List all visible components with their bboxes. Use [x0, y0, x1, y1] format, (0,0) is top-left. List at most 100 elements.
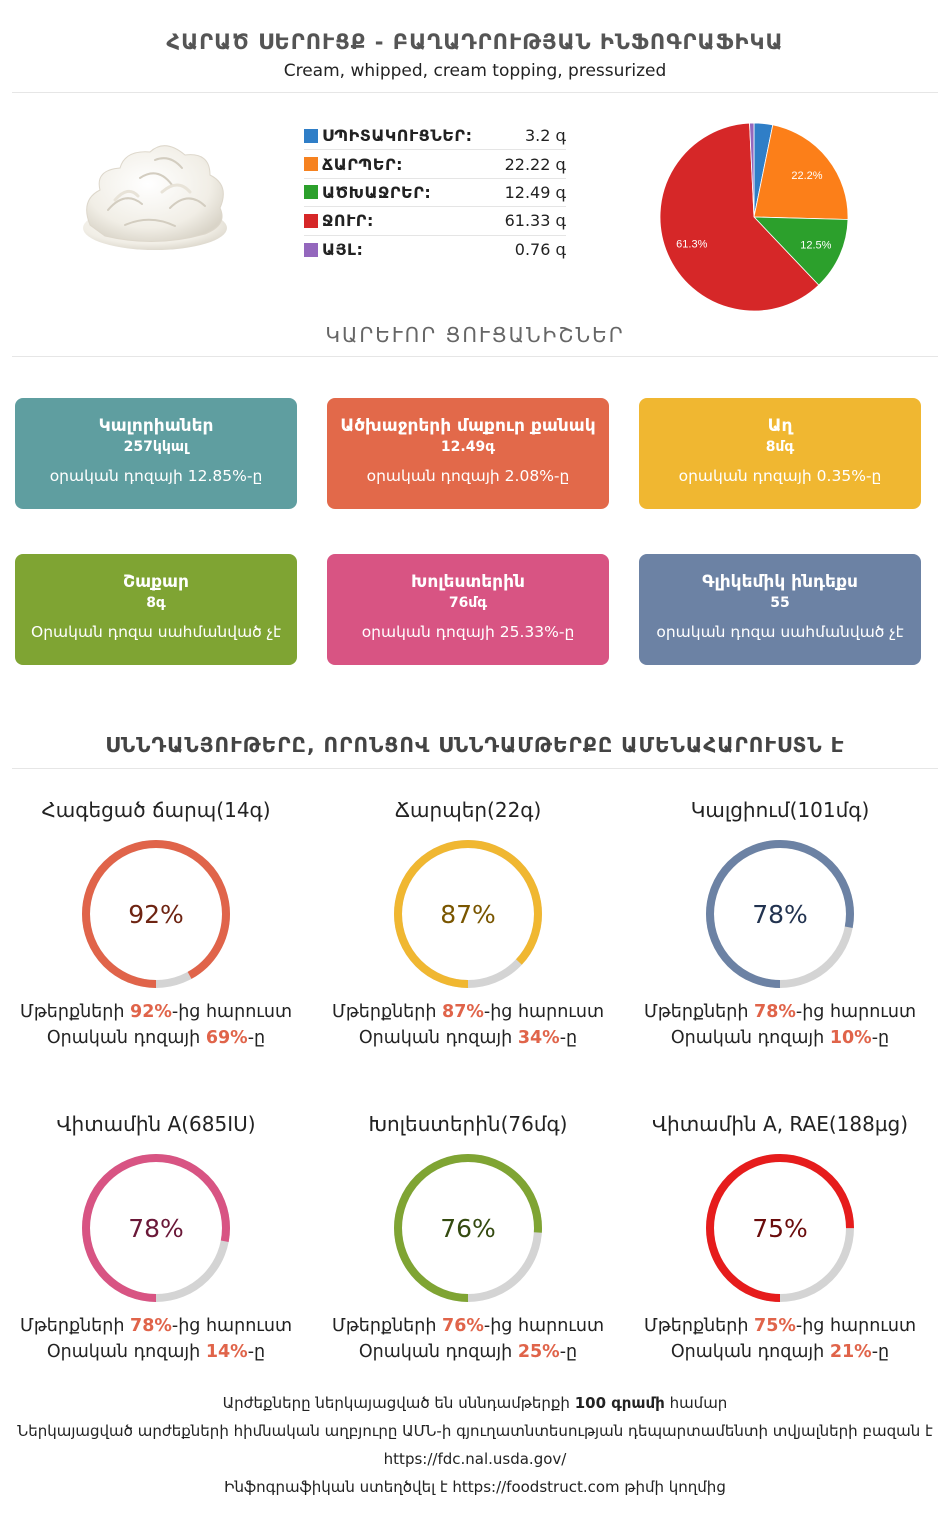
- divider: [12, 356, 938, 357]
- page-title: ՀԱՐԱԾ ՍԵՐՈՒՑՔ - ԲԱՂԱԴՐՈՒԹՅԱՆ ԻՆՖՈԳՐԱՖԻԿԱ: [166, 30, 784, 54]
- key-indicators-title: ԿԱՐԵՒՈՐ ՑՈՒՑԱՆԻՇՆԵՐ: [325, 323, 625, 347]
- card-note: Օրական դոզա սահմանված չէ: [31, 623, 281, 641]
- protein-swatch: [304, 128, 318, 143]
- card-note: օրական դոզայի 25.33%-ը: [361, 623, 575, 641]
- daily-percent: 34%: [517, 1028, 560, 1048]
- line1-suffix: -ից հարուստ: [795, 1002, 917, 1022]
- footer-source-link[interactable]: https://fdc.nal.usda.gov/: [383, 1450, 567, 1468]
- rich-in-percent: 92%: [130, 1002, 172, 1022]
- macro-label: ԱՅԼ:: [322, 240, 364, 260]
- macro-label: ՃԱՐՊԵՐ:: [322, 154, 404, 174]
- ring-arc: [706, 840, 854, 988]
- progress-ring: 78%: [706, 840, 854, 988]
- card-value: 76մգ: [448, 595, 488, 611]
- card-name: Շաքար: [123, 572, 189, 592]
- card-note: օրական դոզայի 12.85%-ը: [49, 467, 263, 485]
- card-value: 257կկալ: [123, 439, 189, 455]
- card-glycemic-index: Գլիկեմիկ ինդեքս 55 օրական դոզա սահմանված…: [639, 554, 921, 665]
- rich-in-line: Մթերքների 75%-ից հարուստ: [630, 1316, 930, 1336]
- daily-value-line: Օրական դոզայի 21%-ը: [630, 1342, 930, 1362]
- footer-source: Ներկայացված արժեքների հիմնական աղբյուրը …: [17, 1422, 933, 1440]
- progress-ring: 87%: [394, 840, 542, 988]
- daily-value-line: Օրական դոզայի 25%-ը: [318, 1342, 618, 1362]
- pie-slice: [749, 122, 755, 218]
- pie-slice-label: 22.2%: [791, 170, 822, 182]
- macro-value: 0.76 գ: [514, 240, 566, 260]
- macro-row-other: ԱՅԼ: 0.76 գ: [304, 236, 566, 264]
- line1-prefix: Մթերքների: [19, 1002, 131, 1022]
- nutrient-ring-vitamin-a-rae: Վիտամին A, RAE(188µg) 75% Մթերքների 75%-…: [630, 1112, 930, 1362]
- line2-suffix: -ը: [871, 1028, 890, 1048]
- progress-ring: 92%: [82, 840, 230, 988]
- macro-label: ՍՊԻՏԱԿՈՒՑՆԵՐ:: [322, 126, 473, 146]
- ring-title: Վիտամին A, RAE(188µg): [651, 1112, 909, 1136]
- progress-ring: 78%: [82, 1154, 230, 1302]
- pie-slice: [753, 216, 849, 286]
- rich-in-percent: 75%: [754, 1316, 796, 1336]
- nutrient-ring-calcium: Կալցիում(101մգ) 78% Մթերքների 78%-ից հար…: [630, 798, 930, 1048]
- whipped-cream-image: [83, 145, 227, 250]
- line1-suffix: -ից հարուստ: [483, 1316, 605, 1336]
- rich-in-line: Մթերքների 78%-ից հարուստ: [6, 1316, 306, 1336]
- macro-label: ԱԾԽԱՋՐԵՐ:: [322, 182, 432, 202]
- pie-slice: [659, 122, 820, 312]
- footer-text: համար: [664, 1394, 728, 1412]
- nutrient-ring-vitamin-a-iu: Վիտամին A(685IU) 78% Մթերքների 78%-ից հա…: [6, 1112, 306, 1362]
- macro-value: 12.49 գ: [504, 182, 566, 202]
- footer-text: Արժեքները ներկայացված են սննդամթերքի: [222, 1394, 575, 1412]
- pie-slice-label: 12.5%: [800, 240, 831, 252]
- line1-prefix: Մթերքների: [19, 1316, 131, 1336]
- daily-percent: 10%: [829, 1028, 872, 1048]
- footer-bold: 100 գրամի: [574, 1394, 665, 1412]
- line2-suffix: -ը: [247, 1028, 266, 1048]
- ring-percent: 78%: [128, 1214, 184, 1243]
- ring-title: Ճարպեր(22գ): [394, 798, 542, 822]
- other-swatch: [304, 242, 318, 257]
- footer-text: Ինֆոգրաֆիկան ստեղծվել է: [224, 1478, 453, 1496]
- composition-pie-chart: 22.2% 12.5% 61.3%: [659, 122, 849, 312]
- macro-value: 3.2 գ: [524, 126, 566, 146]
- card-note: օրական դոզա սահմանված չէ: [656, 623, 904, 641]
- card-net-carbs: Ածխաջրերի մաքուր քանակ 12.49գ օրական դոզ…: [327, 398, 609, 509]
- carbs-swatch: [304, 185, 318, 200]
- card-value: 12.49գ: [440, 439, 496, 455]
- macro-value: 22.22 գ: [504, 154, 566, 174]
- card-sugar: Շաքար 8գ Օրական դոզա սահմանված չէ: [15, 554, 297, 665]
- rich-in-percent: 78%: [754, 1002, 796, 1022]
- daily-value-line: Օրական դոզայի 69%-ը: [6, 1028, 306, 1048]
- fat-swatch: [304, 157, 318, 172]
- nutrient-ring-fat: Ճարպեր(22գ) 87% Մթերքների 87%-ից հարուստ…: [318, 798, 618, 1048]
- water-swatch: [304, 213, 318, 228]
- line2-suffix: -ը: [559, 1342, 578, 1362]
- ring-arc: [706, 1154, 854, 1302]
- macro-label: ՋՈՒՐ:: [322, 211, 374, 231]
- page-subtitle: Cream, whipped, cream topping, pressuriz…: [283, 61, 667, 81]
- macro-row-protein: ՍՊԻՏԱԿՈՒՑՆԵՐ: 3.2 գ: [304, 122, 566, 151]
- ring-percent: 92%: [128, 900, 184, 929]
- daily-percent: 69%: [205, 1028, 248, 1048]
- line2-suffix: -ը: [559, 1028, 578, 1048]
- rich-in-percent: 76%: [442, 1316, 484, 1336]
- ring-percent: 78%: [752, 900, 808, 929]
- card-name: Կալորիաներ: [98, 416, 214, 436]
- line2-prefix: Օրական դոզայի: [358, 1342, 518, 1362]
- ring-percent: 75%: [752, 1214, 808, 1243]
- card-value: 55: [770, 595, 790, 611]
- ring-title: Խոլեստերին(76մգ): [368, 1112, 568, 1136]
- card-name: Աղ: [767, 416, 793, 436]
- pie-slice: [753, 124, 849, 220]
- card-note: օրական դոզայի 2.08%-ը: [366, 467, 570, 485]
- ring-arc: [82, 840, 230, 988]
- card-name: Ածխաջրերի մաքուր քանակ: [340, 416, 596, 436]
- daily-value-line: Օրական դոզայի 34%-ը: [318, 1028, 618, 1048]
- nutrient-ring-saturated-fat: Հագեցած ճարպ(14գ) 92% Մթերքների 92%-ից հ…: [6, 798, 306, 1048]
- card-value: 8մգ: [765, 439, 795, 455]
- line2-prefix: Օրական դոզայի: [670, 1028, 830, 1048]
- card-cholesterol: Խոլեստերին 76մգ օրական դոզայի 25.33%-ը: [327, 554, 609, 665]
- footer-text: թիմի կողմից: [619, 1478, 726, 1496]
- line1-suffix: -ից հարուստ: [483, 1002, 605, 1022]
- ring-title: Վիտամին A(685IU): [56, 1112, 256, 1136]
- rich-in-line: Մթերքների 87%-ից հարուստ: [318, 1002, 618, 1022]
- foodstruct-link[interactable]: https://foodstruct.com: [452, 1478, 620, 1496]
- footer-credit: Ինֆոգրաֆիկան ստեղծվել է https://foodstru…: [0, 1478, 950, 1496]
